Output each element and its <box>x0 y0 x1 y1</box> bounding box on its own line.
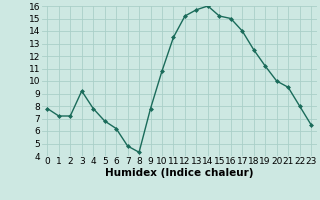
X-axis label: Humidex (Indice chaleur): Humidex (Indice chaleur) <box>105 168 253 178</box>
